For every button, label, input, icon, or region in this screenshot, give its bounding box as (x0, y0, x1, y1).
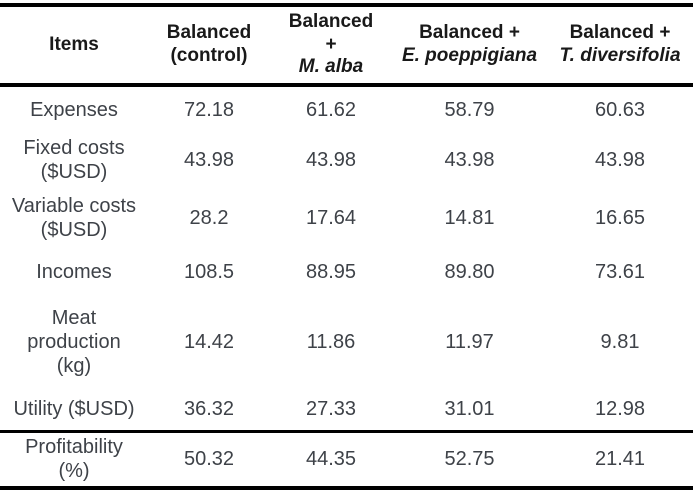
column-header-balanced-m-alba: Balanced + M. alba (270, 5, 392, 85)
value-cell: 50.32 (183, 448, 235, 471)
table-row-fixed-costs: Fixed costs ($USD) 43.98 43.98 43.98 43.… (0, 133, 693, 187)
column-header-label: (control) (170, 45, 248, 66)
table-row-meat-production: Meat production (kg) 14.42 11.86 11.97 9… (0, 295, 693, 389)
economics-table: Items Balanced (control) Balanced + M. a… (0, 3, 693, 490)
table-row-expenses: Expenses 72.18 61.62 58.79 60.63 (0, 85, 693, 133)
value-cell: 58.79 (444, 99, 495, 121)
value-cell: 72.18 (183, 99, 235, 121)
value-cell: 27.33 (305, 398, 357, 421)
column-header-label: Balanced (288, 10, 374, 32)
row-label: Fixed costs ($USD) (23, 137, 125, 183)
value-cell: 14.42 (183, 331, 235, 353)
table-header: Items Balanced (control) Balanced + M. a… (0, 5, 693, 85)
value-cell: 61.62 (305, 99, 357, 121)
species-name-t-diversifolia: T. diversifolia (559, 45, 681, 66)
header-row: Items Balanced (control) Balanced + M. a… (0, 5, 693, 85)
value-cell: 16.65 (594, 207, 646, 229)
value-cell: 11.97 (445, 331, 494, 353)
column-header-label: Items (49, 33, 99, 55)
economics-table-container: Items Balanced (control) Balanced + M. a… (0, 3, 693, 490)
value-cell: 88.95 (305, 261, 357, 283)
value-cell: 21.41 (594, 448, 646, 471)
row-label: Meat production (kg) (27, 307, 121, 377)
value-cell: 44.35 (305, 448, 357, 471)
species-name-m-alba: M. alba (298, 56, 364, 78)
table-row-incomes: Incomes 108.5 88.95 89.80 73.61 (0, 249, 693, 295)
column-header-label: Balanced + (419, 22, 520, 44)
column-header-balanced-e-poeppigiana: Balanced + E. poeppigiana (392, 5, 547, 85)
value-cell: 17.64 (305, 207, 357, 229)
value-cell: 11.86 (306, 331, 356, 353)
column-header-label: Balanced + (569, 22, 671, 44)
table-body: Expenses 72.18 61.62 58.79 60.63 Fixed c… (0, 85, 693, 488)
row-label: Variable costs ($USD) (11, 195, 137, 241)
row-label: Utility ($USD) (13, 398, 135, 421)
value-cell: 43.98 (183, 149, 235, 171)
value-cell: 43.98 (594, 149, 646, 171)
column-header-items: Items (0, 5, 148, 85)
column-header-label: Balanced (166, 22, 252, 44)
value-cell: 36.32 (183, 398, 235, 421)
row-label: Incomes (36, 261, 112, 283)
value-cell: 28.2 (189, 207, 229, 229)
value-cell: 9.81 (600, 331, 640, 353)
value-cell: 73.61 (594, 261, 646, 283)
plus-sign: + (325, 33, 337, 55)
value-cell: 60.63 (594, 99, 646, 121)
value-cell: 31.01 (444, 398, 495, 421)
species-name-e-poeppigiana: E. poeppigiana (401, 45, 538, 66)
value-cell: 52.75 (444, 448, 495, 471)
column-header-balanced-control: Balanced (control) (148, 5, 270, 85)
table-row-profitability: Profitability (%) 50.32 44.35 52.75 21.4… (0, 431, 693, 488)
value-cell: 12.98 (594, 398, 646, 421)
row-label: Profitability (%) (25, 436, 123, 483)
value-cell: 43.98 (305, 149, 357, 171)
value-cell: 89.80 (444, 261, 495, 283)
table-row-utility: Utility ($USD) 36.32 27.33 31.01 12.98 (0, 389, 693, 431)
table-row-variable-costs: Variable costs ($USD) 28.2 17.64 14.81 1… (0, 187, 693, 249)
value-cell: 14.81 (444, 207, 495, 229)
value-cell: 43.98 (444, 149, 495, 171)
value-cell: 108.5 (183, 261, 235, 283)
column-header-balanced-t-diversifolia: Balanced + T. diversifolia (547, 5, 693, 85)
row-label: Expenses (30, 99, 118, 121)
